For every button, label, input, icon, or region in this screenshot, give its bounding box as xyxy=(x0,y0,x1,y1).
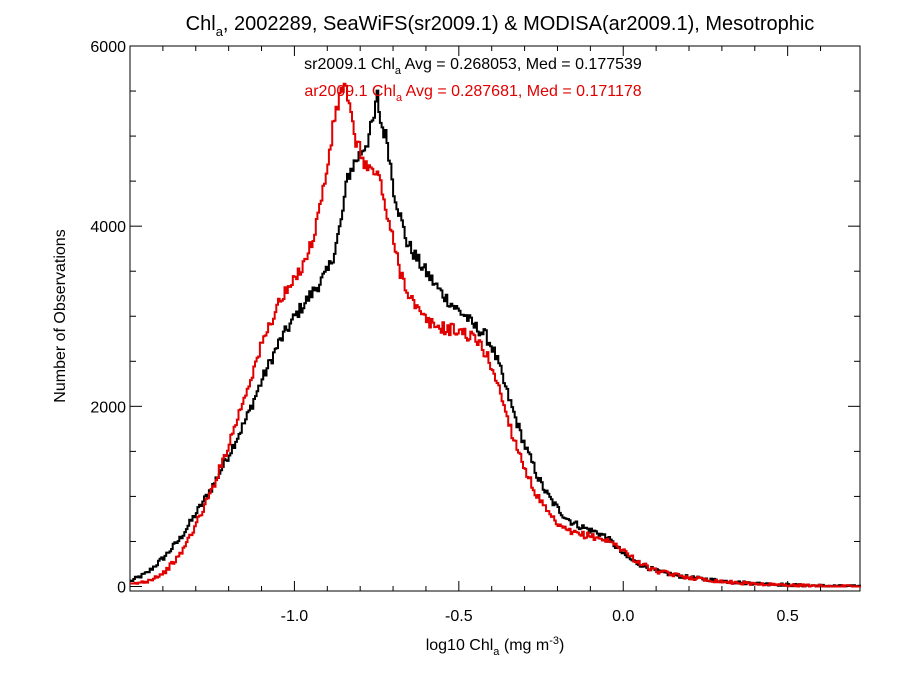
series-line-ar2009 xyxy=(130,82,861,588)
series-line-sr2009 xyxy=(130,89,861,588)
plot-frame xyxy=(129,45,861,592)
y-axis-ticks: 0 2000 4000 6000 xyxy=(90,39,860,596)
y-tick-label: 6000 xyxy=(90,39,126,56)
y-tick-label: 2000 xyxy=(90,399,126,416)
annotation-ar2009: ar2009.1 Chla Avg = 0.287681, Med = 0.17… xyxy=(304,83,641,104)
series-layer xyxy=(130,82,861,588)
x-tick-label: -1.0 xyxy=(281,608,309,625)
y-tick-label: 4000 xyxy=(90,219,126,236)
x-tick-label: -0.5 xyxy=(445,608,473,625)
chart-title: Chla, 2002289, SeaWiFS(sr2009.1) & MODIS… xyxy=(186,13,815,39)
x-axis-ticks: -1.0 -0.5 0.0 0.5 xyxy=(162,46,822,625)
x-axis-label: log10 Chla (mg m-3) xyxy=(426,635,565,658)
y-tick-label: 0 xyxy=(117,579,126,596)
annotation-sr2009: sr2009.1 Chla Avg = 0.268053, Med = 0.17… xyxy=(304,56,642,77)
x-tick-label: 0.0 xyxy=(612,608,634,625)
y-axis-label: Number of Observations xyxy=(52,229,69,402)
x-tick-label: 0.5 xyxy=(777,608,799,625)
